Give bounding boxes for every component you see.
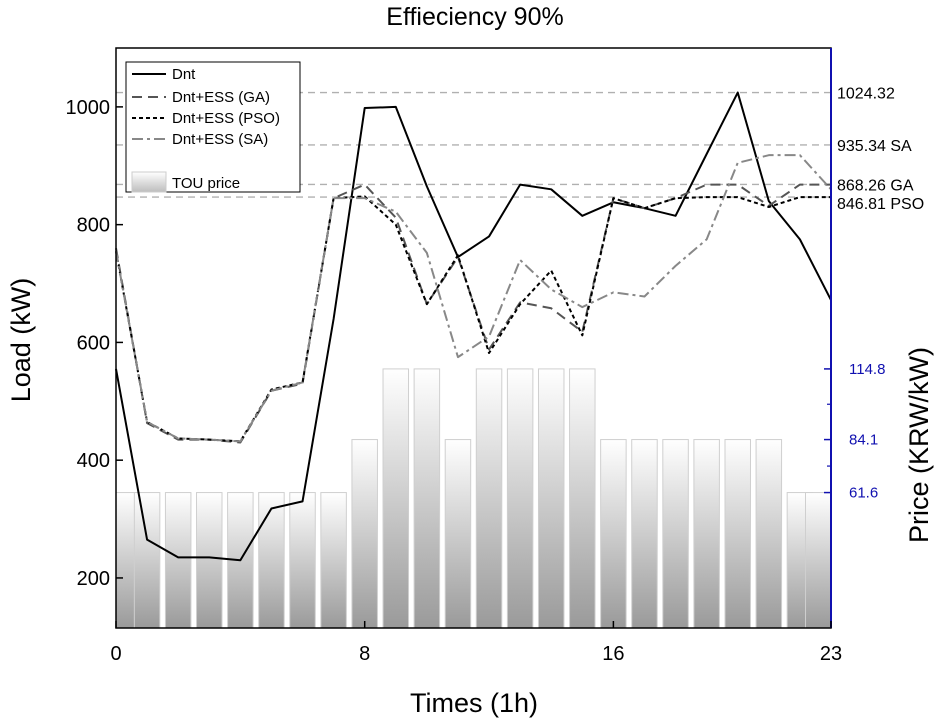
price-axis-ticks: 61.6 84.1 114.8: [824, 361, 885, 502]
legend-label: TOU price: [172, 175, 240, 192]
tou-price-bar: [289, 492, 316, 629]
tou-price-bar: [196, 492, 223, 629]
tou-price-bar: [600, 439, 627, 629]
price-tick-label: 84.1: [849, 432, 878, 449]
x-axis-title: Times (1h): [410, 688, 538, 718]
series-line: [115, 154, 832, 443]
legend-box: [125, 61, 301, 193]
price-tick-label: 114.8: [849, 361, 885, 378]
reference-line-label: 1024.32: [837, 86, 895, 103]
y-tick-label: 600: [77, 332, 110, 354]
chart-title: Effieciency 90%: [386, 3, 563, 31]
tou-price-bar: [805, 492, 832, 629]
y-tick-label: 200: [77, 568, 110, 590]
legend-swatch: [131, 171, 167, 193]
tou-price-bar: [382, 368, 410, 629]
legend-label: Dnt+ESS (PSO): [172, 110, 280, 127]
legend: Dnt Dnt+ESS (GA) Dnt+ESS (PSO) Dnt+ESS (SA)…: [125, 61, 301, 193]
tou-price-bar: [506, 368, 534, 629]
x-tick-label: 0: [110, 643, 121, 665]
legend-label: Dnt+ESS (GA): [172, 89, 270, 106]
tou-price-bar: [444, 439, 472, 629]
left-axis-ticks: 200 400 600 800 1000: [66, 97, 123, 590]
bars-layer: [115, 368, 832, 629]
tou-price-bar: [631, 439, 658, 629]
tou-price-bar: [693, 439, 720, 629]
reference-line-label: 868.26 GA: [837, 177, 914, 194]
tou-price-bar: [320, 492, 347, 629]
tou-price-bar: [133, 492, 161, 629]
tou-price-bar: [351, 439, 378, 629]
y-tick-label: 1000: [66, 97, 111, 119]
legend-label: Dnt+ESS (SA): [172, 131, 268, 148]
tou-price-bar: [164, 492, 192, 629]
tou-price-bar: [413, 368, 441, 629]
y-axis-title: Load (kW): [6, 278, 36, 403]
tou-price-bar: [537, 368, 565, 629]
reference-line-label: 846.81 PSO: [837, 196, 924, 213]
y-tick-label: 800: [77, 215, 110, 237]
x-tick-label: 23: [820, 643, 842, 665]
x-tick-label: 16: [602, 643, 624, 665]
x-tick-label: 8: [359, 643, 370, 665]
series-layer: [115, 91, 832, 562]
tou-price-bar: [662, 439, 689, 629]
tou-price-bar: [569, 368, 596, 629]
series-line: [115, 195, 831, 443]
series-line: [115, 183, 831, 444]
legend-label: Dnt: [172, 66, 196, 83]
reference-line-label: 935.34 SA: [837, 138, 912, 155]
price-tick-label: 61.6: [849, 485, 878, 502]
price-axis-title: Price (KRW/kW): [904, 347, 934, 543]
tou-price-bar: [755, 439, 783, 629]
tou-price-bar: [475, 368, 503, 629]
series-line: [115, 91, 832, 562]
y-tick-label: 400: [77, 450, 110, 472]
tou-price-bar: [258, 492, 285, 629]
reference-lines-layer: 1024.32 935.34 SA 868.26 GA 846.81 PSO: [116, 86, 924, 213]
x-axis-ticks: 0 8 16 23: [110, 621, 842, 665]
tou-price-bar: [724, 439, 751, 629]
